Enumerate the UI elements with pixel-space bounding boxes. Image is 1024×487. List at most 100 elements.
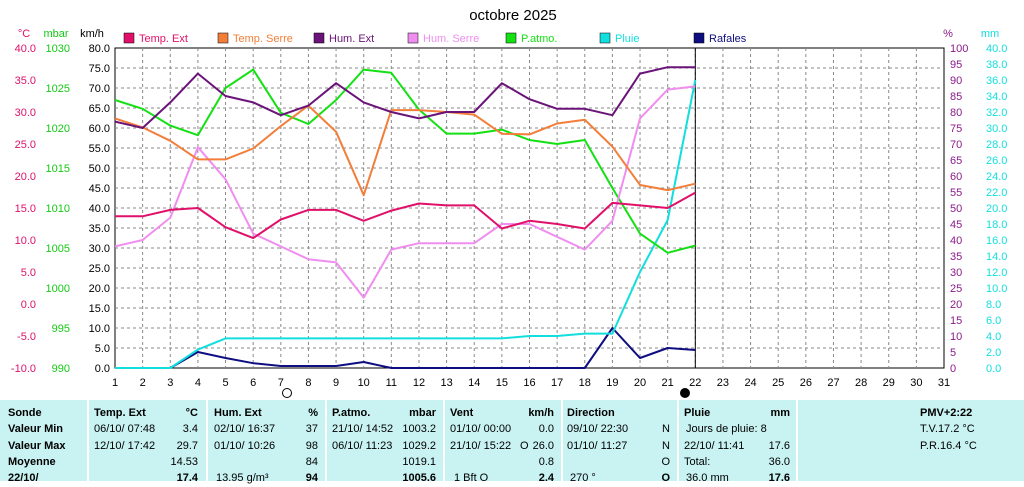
- weather-chart: octobre 2025 °C mbar km/h% mm Temp. Ext Temp…: [11, 7, 1007, 398]
- temp-unit-label: °C: [18, 28, 30, 40]
- full-moon-marker: [680, 388, 690, 398]
- pluie-max-date: 22/10/ 11:41: [684, 440, 745, 452]
- direction-max-date: 01/10/ 11:27: [567, 440, 628, 452]
- patmo-unit: mbar: [409, 407, 436, 419]
- temp-max-date: 12/10/ 17:42: [94, 440, 156, 452]
- hum-min-date: 02/10/ 16:37: [214, 423, 276, 435]
- direction-max-value: N: [662, 440, 670, 452]
- humidity-axis-tick: 65: [950, 155, 962, 167]
- humidity-axis-tick: 40: [950, 235, 962, 247]
- x-axis-tick: 7: [278, 377, 284, 389]
- rain-axis-tick: 32.0: [986, 107, 1007, 119]
- humidity-axis-tick: 100: [950, 43, 968, 55]
- humidity-axis-tick: 80: [950, 107, 962, 119]
- wind-axis-tick: 0.0: [95, 363, 110, 375]
- hum-header: Hum. Ext: [214, 407, 262, 419]
- vent-max-value: 26.0: [532, 440, 554, 452]
- x-axis-tick: 27: [827, 377, 839, 389]
- humidity-axis-tick: 10: [950, 331, 962, 343]
- rain-axis-tick: 20.0: [986, 203, 1007, 215]
- pressure-axis-tick: 1010: [46, 203, 70, 215]
- temp-axis-tick: -5.0: [17, 331, 36, 343]
- vent-min-value: 0.0: [538, 423, 554, 435]
- patmo-current: 1005.6: [402, 472, 436, 484]
- pmv-header: PMV+2:22: [920, 407, 973, 419]
- temp-axis-tick: 0.0: [21, 299, 36, 311]
- series-line-p-atmo: [114, 68, 696, 254]
- pressure-axis-tick: 990: [52, 363, 70, 375]
- x-axis-tick: 23: [717, 377, 729, 389]
- pressure-axis-tick: 1005: [46, 243, 70, 255]
- x-axis-tick: 13: [440, 377, 452, 389]
- rain-axis-tick: 8.0: [986, 299, 1001, 311]
- series-line-temp-ext: [115, 191, 696, 240]
- temp-unit: °C: [185, 407, 198, 419]
- temp-axis-tick: 20.0: [15, 171, 36, 183]
- vent-max-date: 21/10/ 15:22: [450, 440, 512, 452]
- row-label-min: Valeur Min: [8, 423, 64, 435]
- vent-header: Vent: [450, 407, 474, 419]
- pressure-unit-label: mbar: [43, 28, 68, 40]
- hum-abs-humidity: 13.95 g/m³: [216, 472, 269, 484]
- row-label-max: Valeur Max: [8, 440, 66, 452]
- hum-min-value: 37: [305, 423, 318, 435]
- x-axis-tick: 19: [606, 377, 618, 389]
- x-axis-tick: 31: [938, 377, 950, 389]
- rain-axis-tick: 2.0: [986, 347, 1001, 359]
- wind-axis-tick: 20.0: [89, 283, 110, 295]
- x-axis-tick: 30: [910, 377, 922, 389]
- x-axis-tick: 22: [689, 377, 701, 389]
- rain-axis-tick: 30.0: [986, 123, 1007, 135]
- temp-axis-tick: 10.0: [15, 235, 36, 247]
- wind-axis-tick: 10.0: [89, 323, 110, 335]
- rain-axis-tick: 28.0: [986, 139, 1007, 151]
- x-axis-tick: 2: [140, 377, 146, 389]
- pmv-pr: P.R.16.4 °C: [920, 440, 977, 452]
- humidity-axis-tick: 85: [950, 91, 962, 103]
- rain-axis-tick: 24.0: [986, 171, 1007, 183]
- pressure-axis-tick: 1015: [46, 163, 70, 175]
- pluie-max-value: 17.6: [768, 440, 790, 452]
- temp-avg: 14.53: [170, 456, 198, 468]
- x-axis-tick: 25: [772, 377, 784, 389]
- patmo-avg: 1019.1: [402, 456, 436, 468]
- x-axis-tick: 10: [358, 377, 370, 389]
- rain-axis-tick: 18.0: [986, 219, 1007, 231]
- x-axis-tick: 18: [579, 377, 591, 389]
- x-axis-tick: 15: [496, 377, 508, 389]
- wind-axis-tick: 80.0: [89, 43, 110, 55]
- humidity-axis-tick: 70: [950, 139, 962, 151]
- legend-label: Temp. Ext: [139, 33, 188, 45]
- legend-label: Temp. Serre: [233, 33, 293, 45]
- direction-degrees: 270 °: [570, 472, 596, 484]
- x-axis-tick: 5: [222, 377, 228, 389]
- temp-current: 17.4: [176, 472, 198, 484]
- pressure-axis-tick: 995: [52, 323, 70, 335]
- x-axis-tick: 9: [333, 377, 339, 389]
- x-axis-tick: 14: [468, 377, 480, 389]
- humidity-axis-tick: 25: [950, 283, 962, 295]
- wind-axis-tick: 15.0: [89, 303, 110, 315]
- pressure-axis-tick: 1000: [46, 283, 70, 295]
- rain-axis-tick: 22.0: [986, 187, 1007, 199]
- temp-header: Temp. Ext: [94, 407, 146, 419]
- rain-axis-tick: 6.0: [986, 315, 1001, 327]
- temp-axis-tick: 25.0: [15, 139, 36, 151]
- legend-swatch: [217, 32, 229, 44]
- vent-min-date: 01/10/ 00:00: [450, 423, 512, 435]
- x-axis-tick: 1: [112, 377, 118, 389]
- vent-beaufort: 1 Bft O: [454, 472, 489, 484]
- direction-min-value: N: [662, 423, 670, 435]
- wind-unit-label: km/h: [80, 28, 104, 40]
- vent-unit: km/h: [528, 407, 554, 419]
- pressure-axis-tick: 1025: [46, 83, 70, 95]
- vent-max-direction: O: [520, 440, 529, 452]
- humidity-axis-tick: 75: [950, 123, 962, 135]
- humidity-axis-tick: 55: [950, 187, 962, 199]
- rain-axis-tick: 26.0: [986, 155, 1007, 167]
- series-line-pluie: [115, 79, 697, 369]
- vent-avg: 0.8: [538, 456, 554, 468]
- wind-axis-tick: 35.0: [89, 223, 110, 235]
- temp-axis-tick: 5.0: [21, 267, 36, 279]
- wind-axis-tick: 75.0: [89, 63, 110, 75]
